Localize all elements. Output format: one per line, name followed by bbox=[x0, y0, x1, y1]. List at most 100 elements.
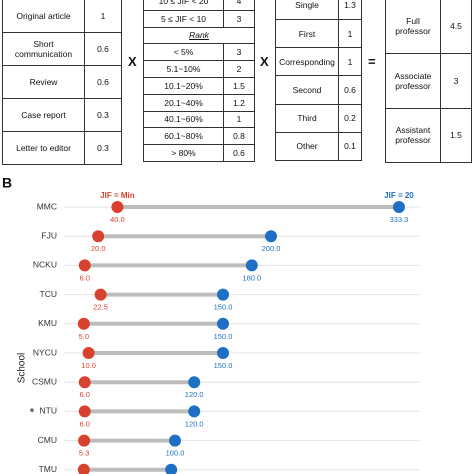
dot bbox=[245, 259, 258, 272]
table-row: Other 0.1 bbox=[276, 131, 361, 160]
dot bbox=[78, 259, 91, 272]
table-cell: 0.3 bbox=[97, 110, 109, 120]
table-row: 5 ≤ JIF < 10 3 bbox=[144, 9, 254, 27]
table-row: 10 ≤ JIF < 20 4 bbox=[144, 0, 254, 10]
table-row: 60.1~80% 0.8 bbox=[144, 127, 254, 145]
table-row: Single 1.3 bbox=[276, 0, 361, 20]
table-cell: 1.5 bbox=[450, 130, 462, 141]
table-cell: 5 ≤ JIF < 10 bbox=[144, 10, 224, 27]
table-cell: 60.1~80% bbox=[144, 128, 224, 145]
table-cell: 10.1~20% bbox=[144, 77, 224, 94]
operator: X bbox=[260, 54, 269, 69]
dot bbox=[188, 405, 201, 418]
table-cell: 0.2 bbox=[344, 113, 356, 124]
table-row: Full professor 4.5 bbox=[386, 0, 471, 54]
dot bbox=[165, 463, 178, 474]
table-cell: 3 bbox=[453, 75, 459, 86]
table-cell: 20.1~40% bbox=[144, 94, 224, 111]
dot bbox=[217, 288, 229, 301]
y-axis-label: School bbox=[17, 353, 28, 384]
table: Full professor 4.5 Associate professor 3 Ass… bbox=[385, 0, 472, 163]
operator: = bbox=[368, 54, 376, 69]
table-cell: 4.5 bbox=[450, 21, 462, 32]
table-cell: Rank bbox=[189, 30, 209, 41]
table-cell: 0.3 bbox=[97, 143, 109, 153]
table-row: 20.1~40% 1.2 bbox=[144, 93, 254, 111]
category-label: TCU bbox=[40, 289, 57, 299]
table-cell: 1 bbox=[100, 10, 106, 21]
value-label: 180.0 bbox=[242, 273, 261, 282]
table-cell: 0.8 bbox=[233, 131, 245, 142]
panel-label: B bbox=[2, 175, 12, 191]
table-cell: 0.6 bbox=[344, 85, 356, 96]
dot bbox=[78, 434, 91, 447]
category-label: FJU bbox=[41, 230, 57, 240]
table-cell: 1.3 bbox=[344, 0, 356, 11]
table-cell: Single bbox=[276, 0, 339, 20]
table-cell: First bbox=[276, 20, 339, 48]
table-cell: Full professor bbox=[386, 0, 441, 54]
dot bbox=[94, 288, 107, 301]
table-cell: Short communication bbox=[3, 33, 85, 65]
table-cell: < 5% bbox=[144, 44, 224, 61]
table-cell: Third bbox=[276, 104, 339, 132]
dot bbox=[78, 405, 91, 418]
value-label: 22.5 bbox=[93, 303, 108, 312]
dot bbox=[77, 317, 90, 330]
category-label: CMU bbox=[38, 435, 57, 445]
series-label: JIF = Min bbox=[100, 191, 135, 200]
category-label: MMC bbox=[37, 201, 57, 211]
table-row: Review 0.6 bbox=[3, 65, 121, 98]
table: Single 1.3 First 1 Corresponding 1 Second 0.6 Th… bbox=[275, 0, 362, 161]
value-label: 150.0 bbox=[214, 303, 233, 312]
dot bbox=[265, 230, 277, 243]
table-row: 40.1~60% 1 bbox=[144, 110, 254, 128]
dot bbox=[392, 201, 405, 213]
table-row: > 80% 0.6 bbox=[144, 144, 254, 161]
value-label: 6.0 bbox=[80, 273, 90, 282]
table-row: < 5% 3 bbox=[144, 43, 254, 61]
table-row: Letter to editor 0.3 bbox=[3, 131, 121, 164]
table-cell: 1 bbox=[347, 56, 353, 67]
table-cell: 1.5 bbox=[233, 80, 245, 91]
table-cell: 1.2 bbox=[233, 97, 245, 108]
table-row: First 1 bbox=[276, 19, 361, 48]
value-label: 10.0 bbox=[81, 361, 96, 370]
dot bbox=[188, 376, 201, 389]
table-cell: Corresponding bbox=[276, 48, 339, 76]
table-cell: 0.1 bbox=[344, 141, 356, 152]
table: 10 ≤ JIF < 20 4 5 ≤ JIF < 10 3 Rank < 5% 3 5.1~… bbox=[143, 0, 255, 162]
table-row: Third 0.2 bbox=[276, 103, 361, 132]
value-label: 150.0 bbox=[214, 361, 233, 370]
value-label: 40.0 bbox=[110, 215, 125, 224]
table-cell: > 80% bbox=[144, 145, 224, 161]
table-cell: Associate professor bbox=[386, 54, 441, 108]
category-label: CSMU bbox=[32, 376, 57, 386]
table-row: Rank bbox=[144, 26, 254, 44]
table-cell: 3 bbox=[236, 47, 242, 58]
value-label: 120.0 bbox=[185, 390, 204, 399]
table-cell: Second bbox=[276, 76, 339, 104]
table-cell: 3 bbox=[236, 13, 242, 24]
value-label: 100.0 bbox=[166, 449, 185, 458]
table-cell: 1 bbox=[236, 114, 242, 125]
table: Original article 1 Short communication 0.6 R… bbox=[2, 0, 122, 165]
table-row: Associate professor 3 bbox=[386, 53, 471, 108]
table-row: 5.1~10% 2 bbox=[144, 60, 254, 77]
table-cell: Review bbox=[3, 66, 85, 98]
table-row: Assistant professor 1.5 bbox=[386, 107, 471, 162]
note-mark: * bbox=[30, 406, 35, 420]
dot bbox=[169, 434, 181, 447]
table-cell: Assistant professor bbox=[386, 108, 441, 162]
table-cell: 0.6 bbox=[97, 44, 109, 54]
dot bbox=[82, 347, 95, 359]
table-cell: Original article bbox=[3, 0, 85, 32]
table-cell: 5.1~10% bbox=[144, 61, 224, 77]
dot bbox=[217, 317, 229, 330]
table-cell: Letter to editor bbox=[3, 132, 85, 164]
dot bbox=[78, 376, 91, 389]
category-label: KMU bbox=[38, 318, 57, 328]
table-row: Short communication 0.6 bbox=[3, 32, 121, 65]
